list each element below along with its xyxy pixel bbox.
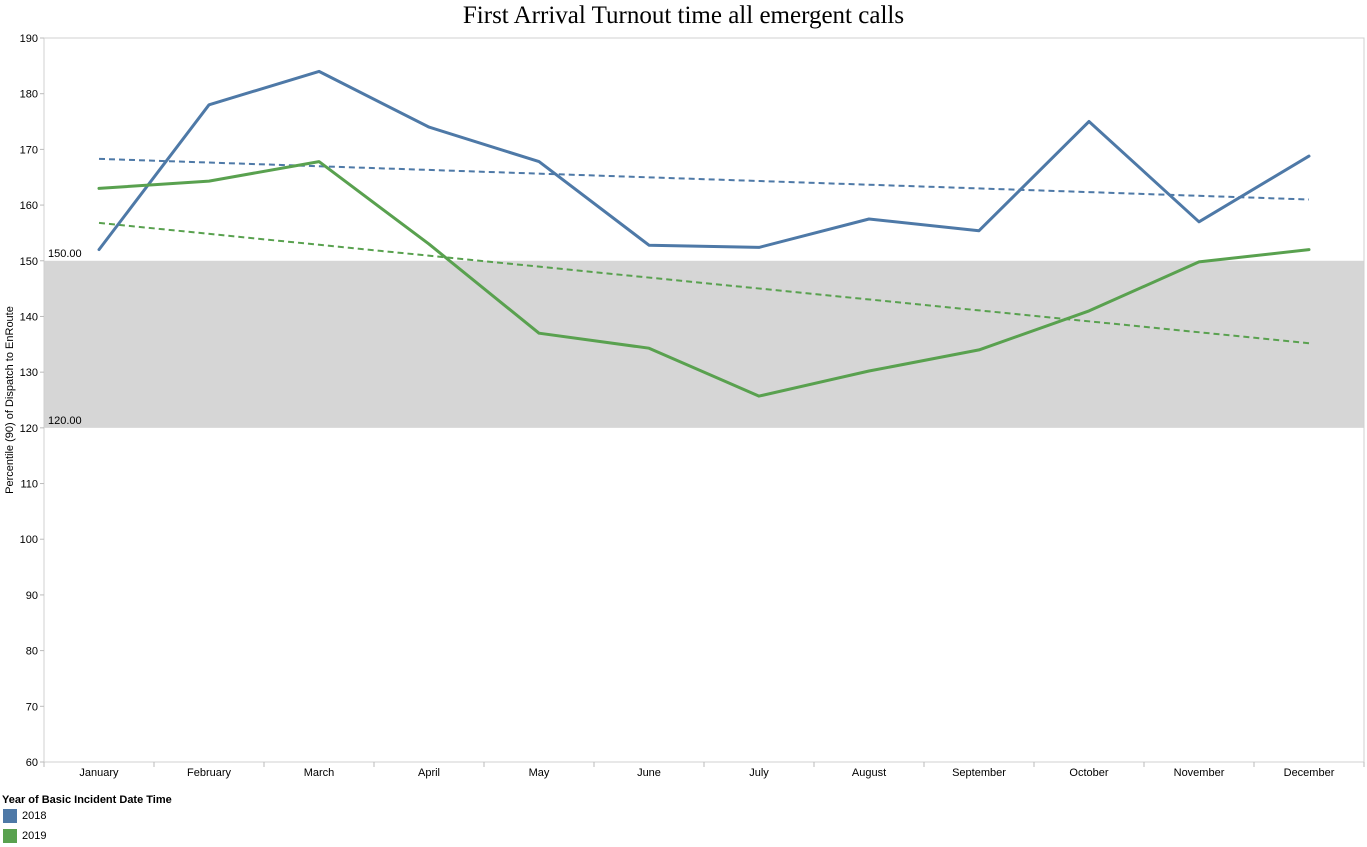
line-chart: 150.00 120.00 60 70 80 90 100 110 120 130 140 150 16… (4, 33, 1365, 779)
y-tick-label: 90 (26, 590, 38, 602)
series-line-2019 (97, 160, 1311, 398)
x-tick-label: December (1284, 767, 1335, 779)
x-tick-label: July (749, 767, 769, 779)
y-tick-label: 100 (20, 534, 38, 546)
x-tick-label: May (529, 767, 550, 779)
y-axis-title: Percentile (90) of Dispatch to EnRoute (4, 306, 16, 494)
legend-label-2018: 2018 (22, 810, 47, 822)
y-tick-label: 170 (20, 144, 38, 156)
reference-band-high-label: 150.00 (48, 248, 82, 260)
x-tick-label: August (852, 767, 886, 779)
legend-label-2019: 2019 (22, 830, 47, 842)
y-tick-label: 140 (20, 311, 38, 323)
x-tick-label: February (187, 767, 232, 779)
x-tick-label: April (418, 767, 440, 779)
y-tick-label: 110 (20, 479, 38, 491)
y-tick-label: 60 (26, 757, 38, 769)
trend-line-2019 (98, 221, 1310, 345)
series-line-2018 (97, 69, 1311, 252)
trend-line-2018 (98, 157, 1310, 201)
reference-band (44, 260, 1364, 428)
y-tick-label: 120 (20, 423, 38, 435)
legend-swatch-2019 (3, 829, 17, 843)
x-tick-label: November (1174, 767, 1225, 779)
reference-band-low-label: 120.00 (48, 415, 82, 427)
plot-area: 150.00 120.00 60 70 80 90 100 110 120 130 140 150 16… (20, 33, 1365, 779)
chart-title: First Arrival Turnout time all emergent … (462, 2, 905, 29)
x-tick-label: October (1069, 767, 1108, 779)
y-tick-label: 70 (26, 701, 38, 713)
x-tick-label: March (304, 767, 335, 779)
x-tick-label: January (79, 767, 119, 779)
y-tick-label: 160 (20, 200, 38, 212)
x-tick-label: September (952, 767, 1006, 779)
y-tick-label: 130 (20, 367, 38, 379)
y-tick-label: 180 (20, 89, 38, 101)
y-tick-label: 150 (20, 256, 38, 268)
x-tick-label: June (637, 767, 661, 779)
legend-swatch-2018 (3, 809, 17, 823)
legend-title: Year of Basic Incident Date Time (2, 794, 172, 806)
y-tick-label: 190 (20, 33, 38, 45)
y-tick-label: 80 (26, 646, 38, 658)
